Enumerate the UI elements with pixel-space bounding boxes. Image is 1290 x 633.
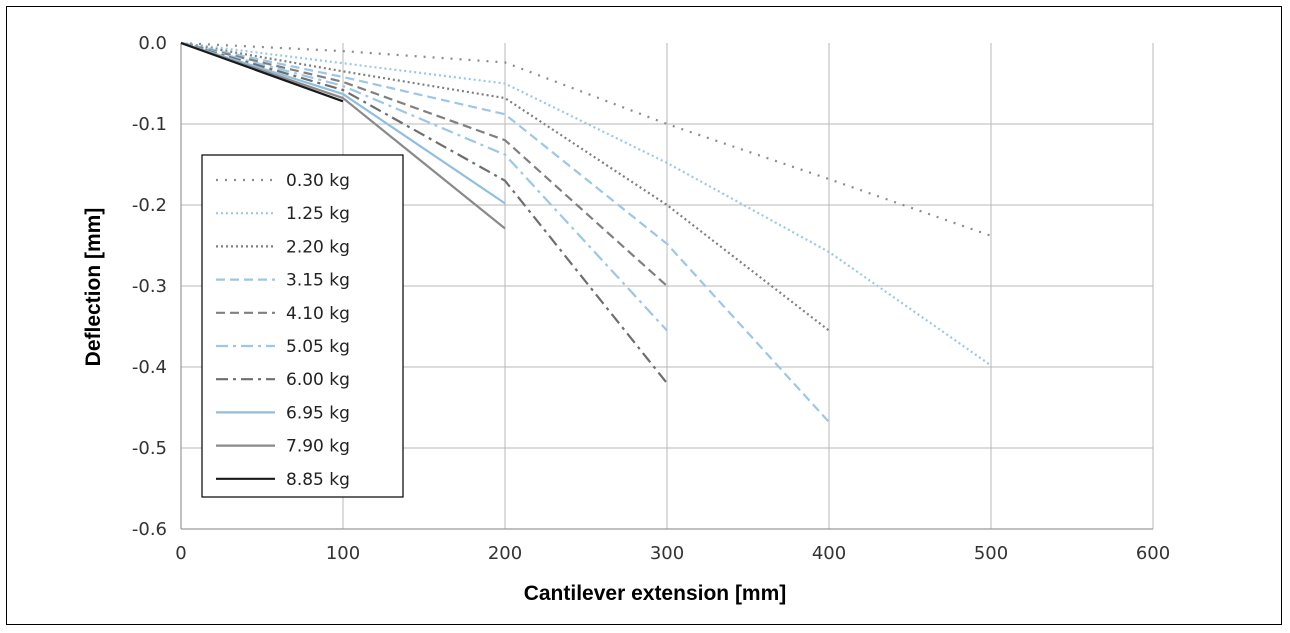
y-tick-label: -0.4 <box>132 357 167 378</box>
legend-label: 1.25 kg <box>286 204 350 224</box>
series-line <box>180 41 344 103</box>
x-tick-label: 500 <box>974 543 1008 564</box>
legend-label: 4.10 kg <box>286 304 350 324</box>
y-tick-label: -0.6 <box>132 519 167 540</box>
y-tick-label: 0.0 <box>138 33 167 54</box>
x-tick-label: 100 <box>326 543 360 564</box>
legend-label: 8.85 kg <box>286 470 350 490</box>
series-line <box>180 41 668 287</box>
x-tick-label: 600 <box>1136 543 1170 564</box>
legend-label: 2.20 kg <box>286 237 350 257</box>
y-tick-label: -0.2 <box>132 195 167 216</box>
legend-label: 5.05 kg <box>286 337 350 357</box>
series-line <box>180 41 830 332</box>
y-tick-label: -0.1 <box>132 114 167 135</box>
x-tick-label: 0 <box>175 543 186 564</box>
tick-labels: 0 100 200 300 400 500 600 0.0 -0.1 -0.2 -0.3 -0.4 -0… <box>132 33 1170 564</box>
series-line <box>180 41 668 332</box>
x-tick-label: 300 <box>650 543 684 564</box>
series-line <box>180 41 992 237</box>
series-line <box>180 41 830 423</box>
legend-label: 7.90 kg <box>286 437 350 457</box>
legend-label: 6.95 kg <box>286 403 350 423</box>
x-tick-label: 200 <box>488 543 522 564</box>
series-line <box>180 41 668 384</box>
legend-box <box>201 154 404 498</box>
series-line <box>180 41 506 205</box>
series-lines <box>180 41 992 423</box>
y-axis-label: Deflection [mm] <box>82 208 105 367</box>
legend: 0.30 kg 1.25 kg 2.20 kg 3.15 kg 4.10 kg 5.05 … <box>201 154 404 498</box>
series-line <box>180 41 992 367</box>
legend-label: 6.00 kg <box>286 370 350 390</box>
legend-label: 0.30 kg <box>286 171 350 191</box>
x-tick-label: 400 <box>812 543 846 564</box>
x-axis-label: Cantilever extension [mm] <box>524 582 787 605</box>
y-tick-label: -0.3 <box>132 276 167 297</box>
y-tick-label: -0.5 <box>132 438 167 459</box>
legend-label: 3.15 kg <box>286 271 350 291</box>
